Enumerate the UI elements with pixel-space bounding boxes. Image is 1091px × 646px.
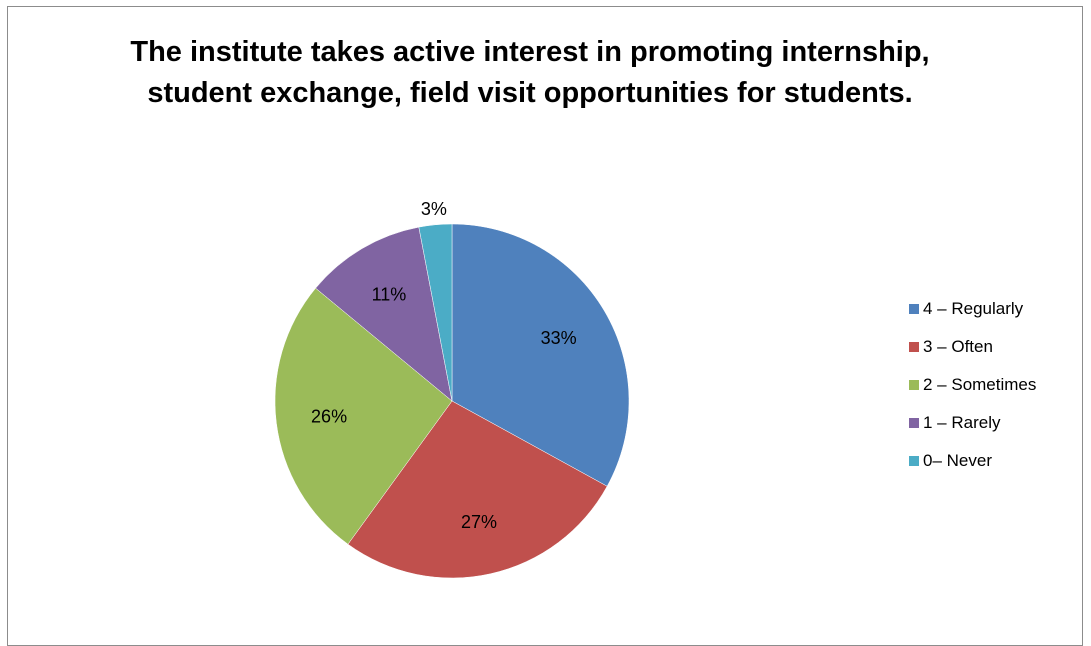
data-label-4-regularly: 33%: [541, 328, 577, 348]
pie-slices: [274, 223, 630, 579]
pie-slice-3-often: [347, 400, 608, 579]
legend-item-4-regularly: 4 – Regularly: [909, 298, 1036, 319]
pie-chart: 33% 27% 26% 11% 3%: [274, 199, 630, 579]
chart-title: The institute takes active interest in p…: [130, 36, 930, 109]
legend-swatch: [909, 380, 919, 390]
pie-slice-4-regularly: [451, 223, 630, 487]
data-label-2-sometimes: 26%: [311, 407, 347, 427]
legend: 4 – Regularly 3 – Often 2 – Sometimes 1 – R…: [909, 298, 1036, 488]
legend-swatch: [909, 304, 919, 314]
legend-label: 3 – Often: [923, 337, 993, 356]
legend-item-1-rarely: 1 – Rarely: [909, 412, 1036, 433]
pie-slice-2-sometimes: [274, 287, 453, 545]
legend-label: 2 – Sometimes: [923, 375, 1037, 394]
pie-labels: 33% 27% 26% 11% 3%: [311, 199, 577, 532]
pie-slice-0-never: [418, 223, 453, 402]
legend-swatch: [909, 418, 919, 428]
legend-item-3-often: 3 – Often: [909, 336, 1036, 357]
data-label-3-often: 27%: [461, 512, 497, 532]
legend-label: 0– Never: [923, 451, 992, 470]
legend-swatch: [909, 456, 919, 466]
data-label-0-never: 3%: [421, 199, 447, 219]
legend-swatch: [909, 342, 919, 352]
pie-slice-1-rarely: [315, 226, 453, 402]
legend-item-0-never: 0– Never: [909, 450, 1036, 471]
legend-label: 4 – Regularly: [923, 299, 1024, 318]
legend-label: 1 – Rarely: [923, 413, 1001, 432]
data-label-1-rarely: 11%: [372, 284, 407, 304]
legend-item-2-sometimes: 2 – Sometimes: [909, 374, 1036, 395]
